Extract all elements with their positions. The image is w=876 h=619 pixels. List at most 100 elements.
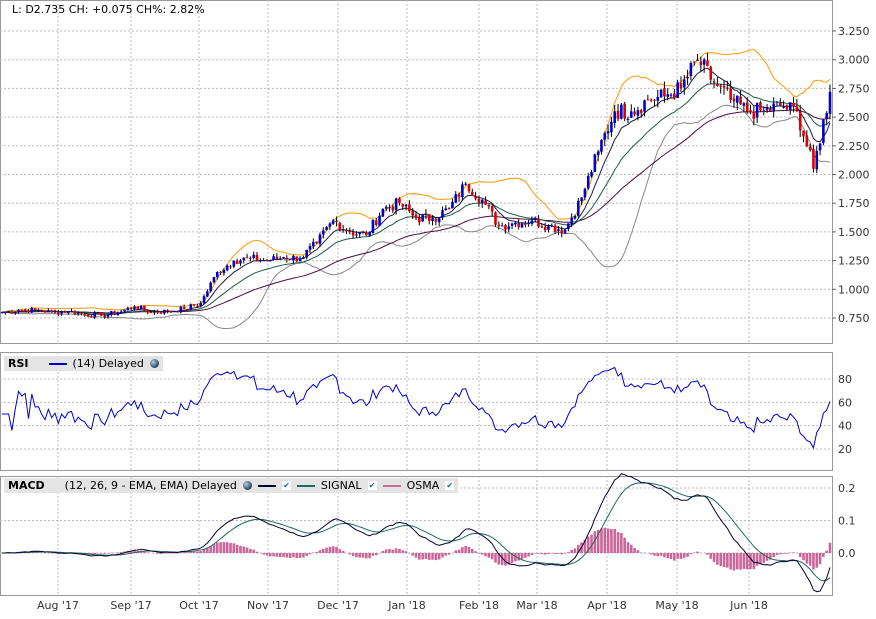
- candle-body: [83, 314, 87, 316]
- osma-bar: [272, 553, 275, 557]
- candle-body: [358, 232, 361, 235]
- osma-bar: [355, 553, 358, 558]
- candle-body: [447, 208, 451, 210]
- osma-bar: [828, 542, 832, 553]
- candle-body: [139, 306, 143, 310]
- osma-bar: [103, 553, 106, 554]
- candle-body: [712, 81, 716, 83]
- osma-bar: [603, 527, 607, 553]
- candle-body: [620, 104, 623, 119]
- candle-body: [202, 296, 206, 304]
- macd-swatch: [257, 484, 276, 487]
- candle-body: [325, 227, 328, 230]
- candle-body: [186, 308, 189, 310]
- osma-bar: [593, 531, 597, 553]
- osma-bar: [159, 553, 163, 555]
- osma-bar: [394, 548, 398, 553]
- candle-body: [262, 260, 265, 262]
- candle-body: [404, 204, 408, 207]
- osma-bar: [285, 553, 289, 558]
- macd-line: [1, 473, 831, 593]
- candle-body: [93, 312, 97, 318]
- osma-toggle-checkbox[interactable]: ✔: [445, 481, 455, 490]
- osma-bar: [321, 548, 325, 553]
- candle-body: [431, 218, 434, 222]
- candle-body: [13, 311, 17, 313]
- candle-body: [626, 118, 630, 120]
- candle-body: [772, 103, 775, 111]
- rsi-tick-label: 20: [838, 443, 852, 456]
- delayed-globe-icon[interactable]: [242, 481, 252, 490]
- candle-body: [603, 133, 607, 140]
- osma-bar: [308, 553, 312, 555]
- candle-body: [792, 102, 795, 107]
- osma-bar: [679, 553, 683, 560]
- candle-body: [272, 256, 275, 260]
- candle-body: [706, 60, 709, 66]
- osma-bar: [629, 544, 633, 553]
- slow-ma-line: [1, 109, 831, 314]
- osma-bar: [822, 553, 825, 557]
- candle-body: [593, 154, 597, 172]
- candle-body: [828, 91, 832, 115]
- osma-bar: [384, 549, 388, 553]
- osma-bar: [682, 553, 686, 558]
- candle-body: [590, 172, 593, 177]
- osma-bar: [33, 552, 37, 553]
- candle-body: [454, 194, 458, 203]
- candle-body: [408, 204, 411, 212]
- candle-body: [613, 111, 617, 124]
- osma-bar: [232, 543, 236, 553]
- rsi-swatch: [48, 362, 67, 365]
- osma-bar: [507, 553, 511, 565]
- rsi-line: [2, 366, 831, 450]
- osma-bar: [374, 553, 378, 556]
- candle-body: [742, 103, 746, 106]
- candle-body: [424, 213, 428, 215]
- candle-body: [106, 314, 110, 317]
- osma-bar: [745, 553, 749, 570]
- osma-bar: [325, 547, 328, 553]
- osma-bar: [93, 553, 97, 555]
- candle-body: [348, 230, 352, 232]
- candle-body: [570, 217, 573, 224]
- rsi-tick-label: 40: [838, 420, 852, 433]
- osma-bar: [398, 548, 401, 553]
- candle-body: [109, 311, 113, 315]
- candle-body: [215, 272, 219, 278]
- osma-bar: [252, 549, 256, 553]
- candle-body: [292, 255, 295, 261]
- macd-title: MACD: [8, 479, 45, 492]
- candle-body: [550, 225, 554, 227]
- candle-body: [398, 198, 401, 204]
- delayed-globe-icon[interactable]: [149, 359, 159, 368]
- osma-bar: [418, 553, 421, 560]
- candle-body: [557, 229, 560, 232]
- macd-legend: MACD (12, 26, 9 - EMA, EMA) Delayed ✔ SI…: [4, 478, 459, 493]
- osma-bar: [404, 551, 408, 553]
- candle-body: [749, 110, 752, 113]
- candle-body: [401, 204, 405, 207]
- macd-toggle-checkbox[interactable]: ✔: [281, 481, 291, 490]
- candle-body: [451, 201, 454, 209]
- osma-bar: [706, 553, 709, 555]
- candle-body: [345, 229, 348, 232]
- osma-bar: [762, 553, 766, 563]
- candle-body: [427, 214, 431, 221]
- macd-tick-label: 0.1: [838, 515, 856, 528]
- candle-body: [795, 106, 799, 112]
- candle-body: [43, 311, 47, 313]
- osma-bar: [189, 551, 193, 553]
- candle-body: [282, 257, 285, 259]
- osma-bar: [623, 537, 626, 553]
- candle-body: [100, 313, 103, 316]
- candle-body: [586, 175, 590, 189]
- candle-body: [600, 140, 603, 152]
- osma-bar: [265, 553, 269, 556]
- osma-bar: [215, 542, 219, 553]
- signal-toggle-checkbox[interactable]: ✔: [367, 481, 377, 490]
- candle-body: [490, 206, 494, 212]
- candle-body: [500, 225, 504, 227]
- x-tick-label: Jun '18: [729, 599, 768, 612]
